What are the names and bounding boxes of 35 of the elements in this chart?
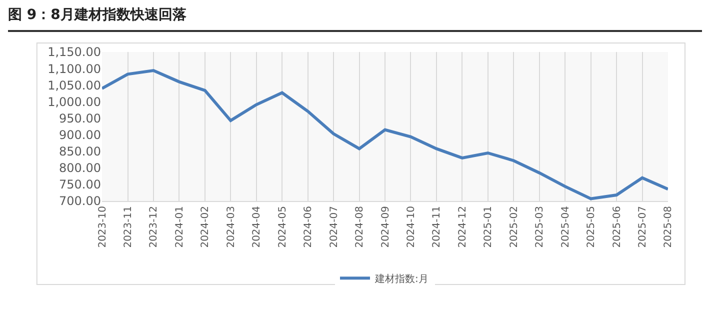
x-tick-label: 2023-11: [123, 206, 134, 248]
x-tick-label: 2025-02: [508, 206, 520, 248]
x-tick-label: 2024-06: [303, 206, 314, 248]
x-tick-label: 2024-05: [277, 206, 288, 248]
x-tick-label: 2025-07: [638, 206, 648, 248]
x-tick-label: 2024-10: [406, 206, 417, 248]
y-tick-label: 1,100.00: [48, 62, 101, 76]
x-tick-label: 2024-04: [252, 206, 263, 248]
x-tick-label: 2025-08: [663, 206, 674, 248]
x-tick-label: 2025-01: [483, 206, 494, 248]
chart-title: 图 9：8月建材指数快速回落: [8, 6, 186, 24]
x-tick-label: 2024-02: [200, 206, 212, 248]
y-tick-label: 1,150.00: [48, 45, 101, 60]
x-tick-label: 2023-10: [97, 206, 108, 248]
x-tick-label: 2024-03: [226, 206, 237, 248]
x-tick-label: 2024-12: [457, 206, 468, 248]
x-tick-label: 2024-09: [380, 206, 392, 248]
x-tick-label: 2025-05: [586, 206, 598, 248]
y-tick-label: 900.00: [59, 128, 101, 142]
y-tick-label: 1,000.00: [48, 94, 101, 109]
x-tick-label: 2025-06: [612, 206, 623, 248]
x-tick-label: 2025-03: [534, 206, 546, 248]
legend-label: 建材指数:月: [374, 272, 428, 285]
y-tick-label: 850.00: [59, 144, 101, 159]
x-tick-label: 2023-12: [148, 206, 160, 248]
x-tick-label: 2024-08: [354, 206, 366, 248]
y-tick-label: 950.00: [59, 111, 101, 126]
y-tick-label: 800.00: [59, 161, 101, 176]
y-tick-label: 750.00: [59, 178, 101, 192]
y-tick-label: 1,050.00: [48, 78, 101, 92]
x-tick-label: 2024-07: [328, 206, 340, 248]
line-series: [102, 69, 668, 200]
x-tick-label: 2025-04: [560, 206, 572, 248]
x-tick-label: 2024-11: [432, 206, 443, 248]
x-tick-label: 2024-01: [174, 206, 186, 248]
